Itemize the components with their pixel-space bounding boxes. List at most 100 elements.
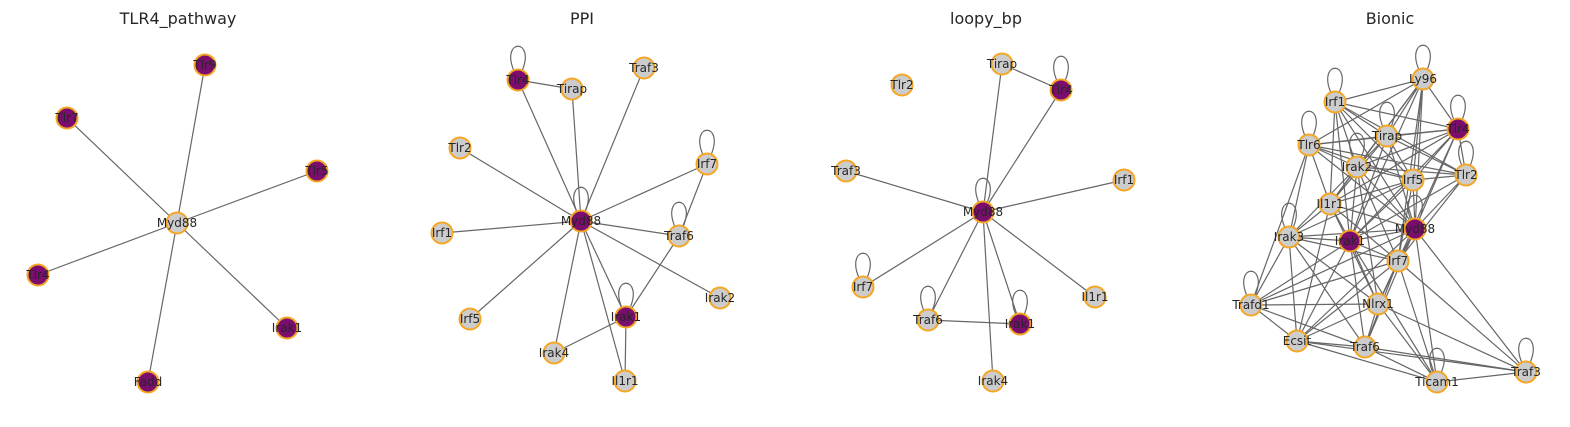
bionic-edge-il1r1-myd88 xyxy=(1329,203,1416,230)
ppi-edge-myd88-traf6 xyxy=(580,220,680,237)
ppi-node-label-traf6: Traf6 xyxy=(663,229,694,243)
loopy-bp-edge-myd88-irf7 xyxy=(862,211,984,288)
ppi-edge-myd88-traf3 xyxy=(580,67,645,222)
bionic-node-irak2: Irak2 xyxy=(1342,155,1372,179)
tlr4-pathway-node-tlr9: Tlr9 xyxy=(192,53,217,77)
bionic-edge-myd88-traf6 xyxy=(1364,228,1416,348)
bionic-node-irak3: Irak3 xyxy=(1274,225,1304,249)
ppi-node-label-myd88: Myd88 xyxy=(561,214,601,228)
bionic-edge-irak1-trafd1 xyxy=(1250,240,1351,306)
ppi-node-label-irf7: Irf7 xyxy=(697,157,717,171)
bionic-edge-tlr6-trafd1 xyxy=(1250,144,1310,306)
bionic-node-circle-myd88 xyxy=(1403,217,1427,241)
bionic-node-nlrx1: Nlrx1 xyxy=(1362,292,1394,316)
ppi-edge-myd88-irak1 xyxy=(580,220,627,318)
bionic-edge-tlr6-tlr2 xyxy=(1308,144,1467,176)
bionic-edge-irf7-trafd1 xyxy=(1250,260,1399,306)
loopy-bp-node-circle-irak1 xyxy=(1008,312,1032,336)
tlr4-pathway-node-label-myd88: Myd88 xyxy=(157,216,197,230)
loopy-bp-node-label-irf1: Irf1 xyxy=(1114,173,1134,187)
bionic-node-tlr2: Tlr2 xyxy=(1453,163,1478,187)
bionic-node-label-ly96: Ly96 xyxy=(1409,72,1437,86)
loopy-bp-edge-myd88-tlr4 xyxy=(982,89,1062,213)
panel-title-bionic: Bionic xyxy=(1366,9,1415,28)
loopy-bp-node-circle-tirap xyxy=(990,52,1014,76)
bionic-node-traf3: Traf3 xyxy=(1510,360,1541,384)
tlr4-pathway-node-label-tlr5: Tlr5 xyxy=(304,164,328,178)
bionic-edge-trafd1-nlrx1 xyxy=(1250,303,1379,306)
tlr4-pathway-node-label-irak1: Irak1 xyxy=(272,321,302,335)
loopy-bp-edge-myd88-il1r1 xyxy=(982,211,1096,298)
loopy-bp-node-irf1: Irf1 xyxy=(1112,168,1136,192)
bionic-edge-ly96-irf1 xyxy=(1334,78,1424,103)
tlr4-pathway-node-circle-tlr4 xyxy=(26,263,50,287)
bionic-node-label-trafd1: Trafd1 xyxy=(1231,298,1269,312)
bionic-edge-myd88-trafd1 xyxy=(1250,228,1416,306)
bionic-self-loop-trafd1 xyxy=(1243,270,1259,297)
bionic-node-circle-ecsit xyxy=(1285,329,1309,353)
bionic-edge-traf6-traf3 xyxy=(1364,346,1527,373)
bionic-node-tlr6: Tlr6 xyxy=(1296,133,1321,157)
loopy-bp-node-irf7: Irf7 xyxy=(851,275,875,299)
bionic-edge-ecsit-ticam1 xyxy=(1296,340,1438,383)
ppi-node-label-il1r1: Il1r1 xyxy=(611,374,638,388)
loopy-bp-node-circle-tlr4 xyxy=(1049,78,1073,102)
bionic-node-circle-ticam1 xyxy=(1425,370,1449,394)
bionic-node-circle-irf5 xyxy=(1401,168,1425,192)
loopy-bp-edge-myd88-irak4 xyxy=(982,211,994,382)
ppi-edge-irak1-irak4 xyxy=(553,316,627,354)
ppi-node-circle-tirap xyxy=(560,77,584,101)
bionic-edge-ly96-tlr6 xyxy=(1308,78,1424,146)
bionic-edge-irf5-irf7 xyxy=(1397,179,1414,262)
loopy-bp-node-label-irf7: Irf7 xyxy=(853,280,873,294)
bionic-edge-irak1-ecsit xyxy=(1296,240,1351,342)
bionic-edge-trafd1-traf6 xyxy=(1250,304,1366,348)
ppi-edge-myd88-irf7 xyxy=(580,163,708,222)
bionic-node-circle-tirap xyxy=(1375,124,1399,148)
tlr4-pathway-node-circle-irak1 xyxy=(275,316,299,340)
bionic-node-ecsit: Ecsit xyxy=(1283,329,1312,353)
bionic-edge-myd88-traf3 xyxy=(1414,228,1527,373)
bionic-node-circle-tlr4 xyxy=(1446,117,1470,141)
loopy-bp-node-traf3: Traf3 xyxy=(830,159,861,183)
bionic-self-loop-myd88 xyxy=(1407,194,1423,221)
bionic-edge-tlr4-il1r1 xyxy=(1329,128,1459,205)
bionic-node-irf7: Irf7 xyxy=(1386,249,1410,273)
loopy-bp-edge-traf6-irak1 xyxy=(927,319,1021,325)
tlr4-pathway-node-label-fadd: Fadd xyxy=(134,375,162,389)
loopy-bp-node-circle-irf7 xyxy=(851,275,875,299)
ppi-node-circle-traf3 xyxy=(632,56,656,80)
bionic-self-loop-ly96 xyxy=(1415,44,1431,71)
bionic-node-il1r1: Il1r1 xyxy=(1316,192,1344,216)
bionic-self-loop-tlr4 xyxy=(1450,94,1466,121)
bionic-edge-nlrx1-traf3 xyxy=(1377,303,1527,373)
ppi-node-circle-irf1 xyxy=(430,221,454,245)
loopy-bp-self-loop-irak1 xyxy=(1012,289,1028,316)
ppi-node-tlr4: Tlr4 xyxy=(505,68,530,92)
loopy-bp-node-label-traf6: Traf6 xyxy=(912,313,943,327)
loopy-bp-node-myd88: Myd88 xyxy=(963,200,1003,224)
loopy-bp-self-loop-traf6 xyxy=(920,285,936,312)
bionic-node-circle-il1r1 xyxy=(1318,192,1342,216)
bionic-edge-irak3-nlrx1 xyxy=(1288,236,1379,305)
bionic-edge-tlr2-irf7 xyxy=(1397,174,1467,262)
loopy-bp-node-circle-traf3 xyxy=(834,159,858,183)
loopy-bp-node-label-irak4: Irak4 xyxy=(978,374,1008,388)
bionic-edge-ly96-irf5 xyxy=(1412,78,1424,181)
bionic-node-label-irf7: Irf7 xyxy=(1388,254,1408,268)
ppi-edge-myd88-il1r1 xyxy=(580,220,626,382)
loopy-bp-node-traf6: Traf6 xyxy=(912,308,943,332)
bionic-node-circle-irak2 xyxy=(1345,155,1369,179)
tlr4-pathway-node-label-tlr9: Tlr9 xyxy=(192,58,216,72)
loopy-bp-node-label-il1r1: Il1r1 xyxy=(1081,290,1108,304)
ppi-node-label-irak2: Irak2 xyxy=(705,291,735,305)
tlr4-pathway-edge-myd88-tlr5 xyxy=(176,170,318,224)
ppi-edge-traf6-irak1 xyxy=(625,235,680,318)
bionic-edge-ticam1-traf3 xyxy=(1436,371,1527,383)
bionic-edge-irf7-traf3 xyxy=(1397,260,1527,373)
ppi-self-loop-irak1 xyxy=(618,282,634,309)
loopy-bp-node-label-irak1: Irak1 xyxy=(1005,317,1035,331)
ppi-node-irak2: Irak2 xyxy=(705,286,735,310)
tlr4-pathway-node-label-tlr4: Tlr4 xyxy=(25,268,49,282)
ppi-node-traf6: Traf6 xyxy=(663,224,694,248)
